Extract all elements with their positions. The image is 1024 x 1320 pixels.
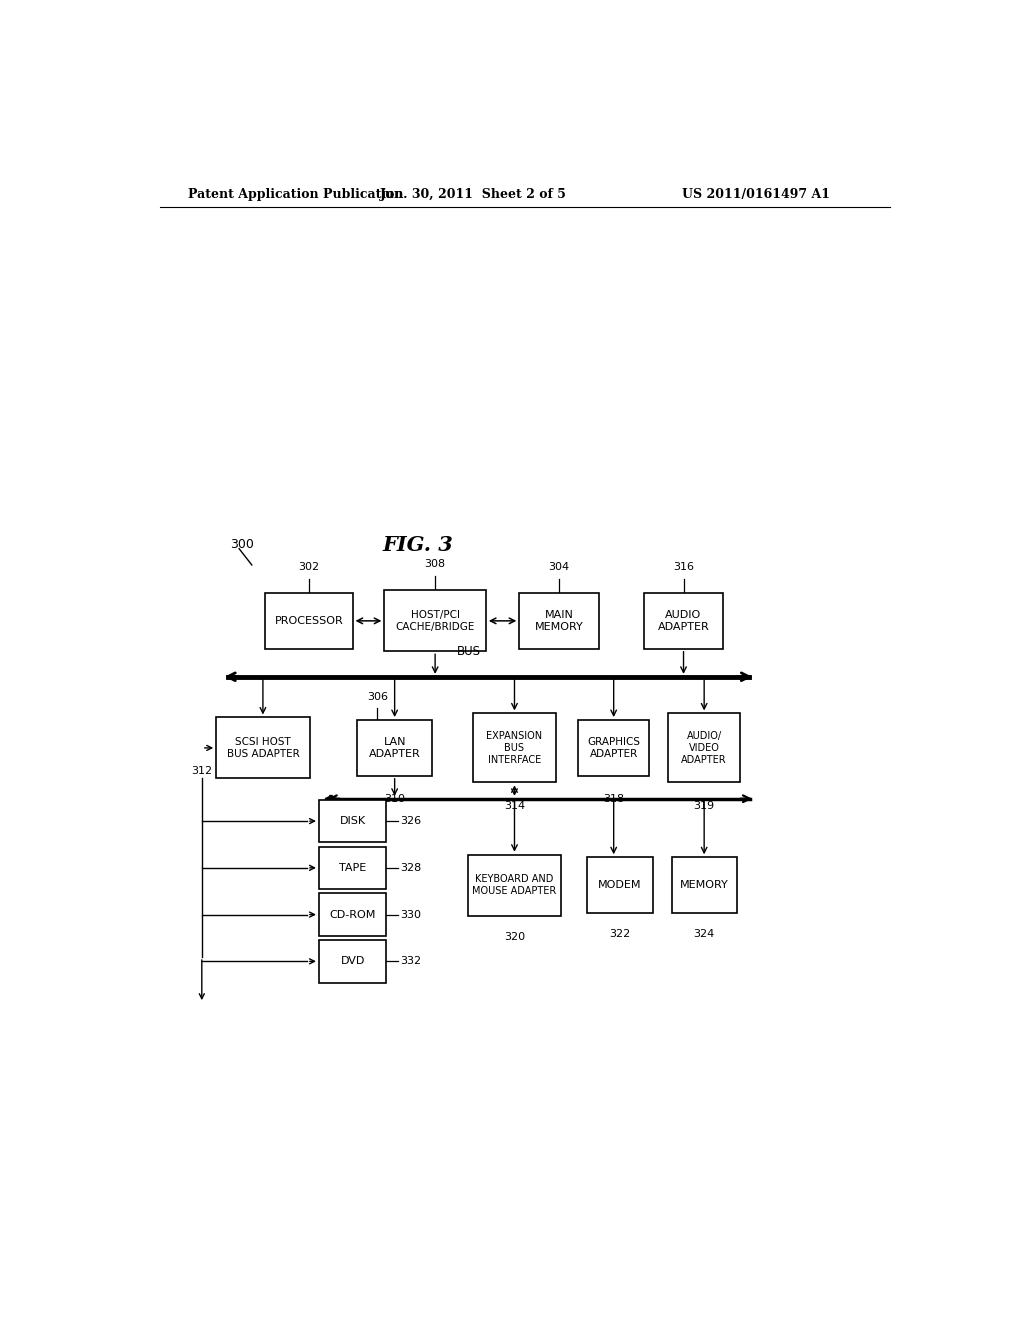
Text: TAPE: TAPE <box>339 863 367 873</box>
FancyBboxPatch shape <box>468 854 561 916</box>
FancyBboxPatch shape <box>265 593 352 649</box>
Text: MODEM: MODEM <box>598 880 642 890</box>
Text: 318: 318 <box>603 795 625 804</box>
FancyBboxPatch shape <box>384 590 486 651</box>
Text: AUDIO/
VIDEO
ADAPTER: AUDIO/ VIDEO ADAPTER <box>681 731 727 764</box>
Text: 322: 322 <box>609 929 631 940</box>
Text: 326: 326 <box>400 816 422 826</box>
Text: AUDIO
ADAPTER: AUDIO ADAPTER <box>657 610 710 632</box>
FancyBboxPatch shape <box>669 713 740 783</box>
Text: MAIN
MEMORY: MAIN MEMORY <box>535 610 584 632</box>
Text: US 2011/0161497 A1: US 2011/0161497 A1 <box>682 189 830 202</box>
Text: 308: 308 <box>425 560 445 569</box>
Text: 310: 310 <box>384 795 406 804</box>
FancyBboxPatch shape <box>357 719 432 776</box>
FancyBboxPatch shape <box>578 719 649 776</box>
FancyBboxPatch shape <box>318 800 386 842</box>
Text: KEYBOARD AND
MOUSE ADAPTER: KEYBOARD AND MOUSE ADAPTER <box>472 874 557 896</box>
FancyBboxPatch shape <box>519 593 599 649</box>
Text: 300: 300 <box>229 539 254 552</box>
Text: Patent Application Publication: Patent Application Publication <box>187 189 403 202</box>
Text: 304: 304 <box>549 561 569 572</box>
FancyBboxPatch shape <box>672 857 736 913</box>
Text: 306: 306 <box>367 692 388 702</box>
Text: Jun. 30, 2011  Sheet 2 of 5: Jun. 30, 2011 Sheet 2 of 5 <box>380 189 566 202</box>
Text: SCSI HOST
BUS ADAPTER: SCSI HOST BUS ADAPTER <box>226 737 299 759</box>
FancyBboxPatch shape <box>318 894 386 936</box>
Text: FIG. 3: FIG. 3 <box>382 535 453 554</box>
FancyBboxPatch shape <box>318 846 386 890</box>
Text: 319: 319 <box>693 801 715 810</box>
Text: 316: 316 <box>673 561 694 572</box>
Text: 324: 324 <box>693 929 715 940</box>
Text: LAN
ADAPTER: LAN ADAPTER <box>369 737 421 759</box>
Text: 328: 328 <box>400 863 422 873</box>
Text: MEMORY: MEMORY <box>680 880 728 890</box>
Text: EXPANSION
BUS
INTERFACE: EXPANSION BUS INTERFACE <box>486 731 543 764</box>
Text: 312: 312 <box>191 766 212 776</box>
FancyBboxPatch shape <box>318 940 386 982</box>
FancyBboxPatch shape <box>644 593 723 649</box>
FancyBboxPatch shape <box>588 857 652 913</box>
Text: 302: 302 <box>298 561 319 572</box>
FancyBboxPatch shape <box>216 718 309 779</box>
Text: 330: 330 <box>400 909 422 920</box>
Text: BUS: BUS <box>458 645 481 659</box>
FancyBboxPatch shape <box>473 713 556 783</box>
Text: 314: 314 <box>504 801 525 810</box>
Text: 332: 332 <box>400 957 422 966</box>
Text: 320: 320 <box>504 932 525 942</box>
Text: DISK: DISK <box>340 816 366 826</box>
Text: HOST/PCI
CACHE/BRIDGE: HOST/PCI CACHE/BRIDGE <box>395 610 475 632</box>
Text: CD-ROM: CD-ROM <box>330 909 376 920</box>
Text: DVD: DVD <box>340 957 365 966</box>
Text: GRAPHICS
ADAPTER: GRAPHICS ADAPTER <box>587 737 640 759</box>
Text: PROCESSOR: PROCESSOR <box>274 616 343 626</box>
